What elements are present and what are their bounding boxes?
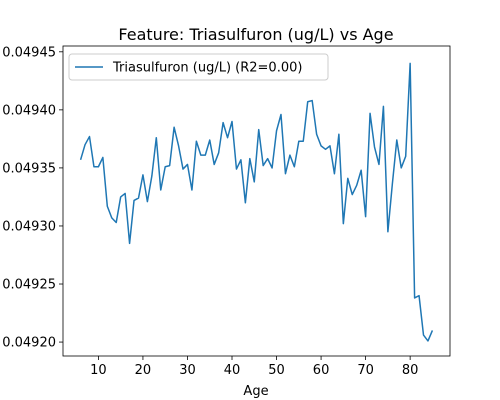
axes-frame — [62, 45, 451, 357]
y-tick-label: 0.04925 — [2, 278, 56, 293]
x-tick-label: 10 — [90, 363, 107, 378]
series-line-0 — [79, 62, 434, 342]
x-axis-label: Age — [243, 384, 268, 399]
x-tick-label: 60 — [313, 363, 330, 378]
y-axis: 0.04920 0.04925 0.04930 0.04935 0.04940 0.049… — [2, 45, 63, 351]
chart-title: Feature: Triasulfuron (ug/L) vs Age — [118, 25, 393, 44]
x-tick-label: 80 — [402, 363, 419, 378]
x-tick-label: 20 — [135, 363, 152, 378]
legend-box — [68, 53, 329, 81]
x-tick-label: 30 — [179, 363, 196, 378]
y-tick-label: 0.04935 — [2, 161, 56, 176]
y-tick-label: 0.04945 — [2, 45, 56, 60]
x-tick-label: 70 — [357, 363, 374, 378]
y-tick-label: 0.04930 — [2, 219, 56, 234]
legend-label: Triasulfuron (ug/L) (R2=0.00) — [112, 61, 302, 76]
y-tick-label: 0.04940 — [2, 103, 56, 118]
x-axis: 10 20 30 40 50 60 70 80 — [90, 356, 418, 378]
legend: Triasulfuron (ug/L) (R2=0.00) — [68, 53, 329, 81]
x-tick-label: 50 — [268, 363, 285, 378]
plot-area — [62, 45, 451, 357]
y-tick-label: 0.04920 — [2, 336, 56, 351]
x-tick-label: 40 — [224, 363, 241, 378]
